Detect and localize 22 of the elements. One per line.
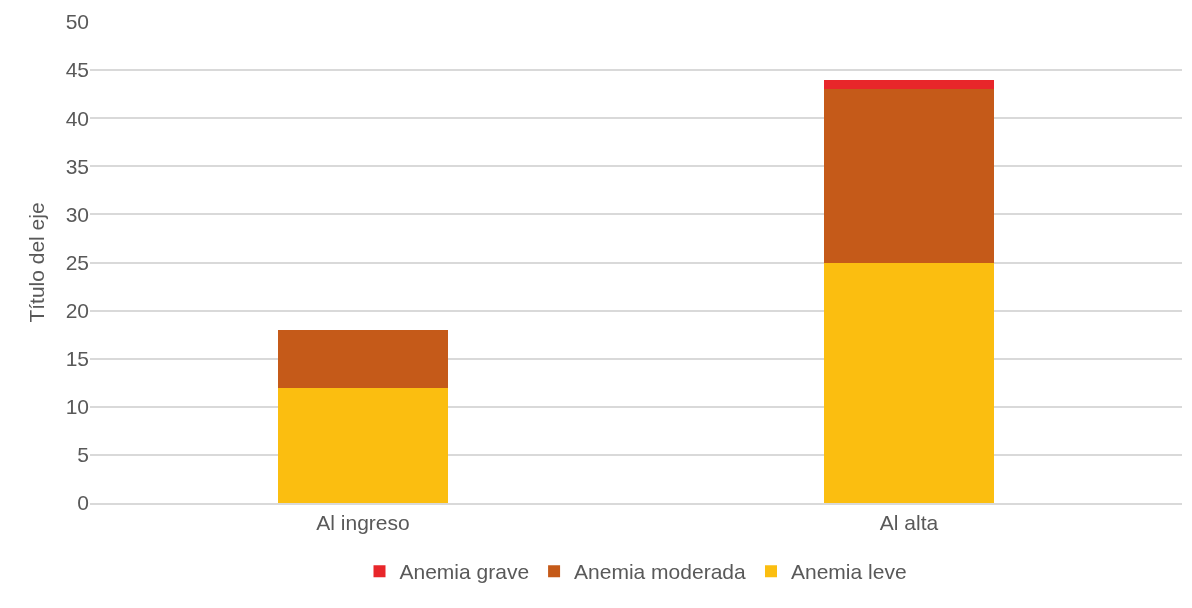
y-tick-label: 30	[65, 202, 89, 226]
y-tick-label: 15	[65, 347, 89, 371]
bar	[824, 262, 994, 503]
x-tick-label: Al alta	[879, 510, 939, 534]
legend-label: Anemia leve	[791, 560, 907, 584]
y-tick-label: 35	[65, 154, 89, 178]
legend-label: Anemia grave	[399, 560, 530, 584]
bar	[824, 89, 994, 263]
bar	[278, 329, 448, 388]
y-tick-label: 0	[77, 491, 89, 515]
y-tick-label: 45	[65, 58, 89, 82]
bar	[278, 387, 448, 503]
y-tick-label: 25	[65, 250, 89, 274]
y-tick-label: 10	[65, 395, 89, 419]
y-tick-label: 5	[77, 443, 89, 467]
x-tick-label: Al ingreso	[316, 510, 410, 534]
y-tick-label: 20	[65, 298, 89, 322]
y-tick-label: 50	[65, 10, 89, 34]
y-tick-label: 40	[65, 106, 89, 130]
bar	[824, 79, 994, 90]
y-axis-title: Título del eje	[24, 202, 48, 323]
legend-label: Anemia moderada	[574, 560, 746, 584]
